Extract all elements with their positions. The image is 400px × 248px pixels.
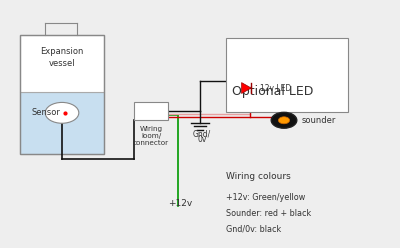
Text: vessel: vessel xyxy=(49,59,75,68)
Text: sounder: sounder xyxy=(302,116,336,125)
Circle shape xyxy=(45,102,79,123)
Text: 0v: 0v xyxy=(197,135,207,144)
Text: loom/: loom/ xyxy=(141,133,161,139)
Text: Expansion: Expansion xyxy=(40,47,84,56)
Bar xyxy=(134,102,168,120)
Text: Wiring colours: Wiring colours xyxy=(226,172,291,181)
Text: Sensor: Sensor xyxy=(31,108,60,117)
Circle shape xyxy=(278,117,290,124)
Circle shape xyxy=(271,112,297,128)
Bar xyxy=(20,35,104,92)
Text: 12v LED: 12v LED xyxy=(260,84,292,93)
Bar xyxy=(20,92,104,154)
Polygon shape xyxy=(242,83,251,93)
Text: +12v: Green/yellow
Sounder: red + black
Gnd/0v: black: +12v: Green/yellow Sounder: red + black … xyxy=(226,193,311,233)
Bar xyxy=(20,35,104,154)
Text: connector: connector xyxy=(133,140,169,146)
Text: Wiring: Wiring xyxy=(140,126,162,132)
Text: +12v: +12v xyxy=(168,199,192,208)
Text: Optional LED: Optional LED xyxy=(232,85,313,98)
Bar xyxy=(226,38,348,112)
Text: Gnd/: Gnd/ xyxy=(193,129,211,138)
